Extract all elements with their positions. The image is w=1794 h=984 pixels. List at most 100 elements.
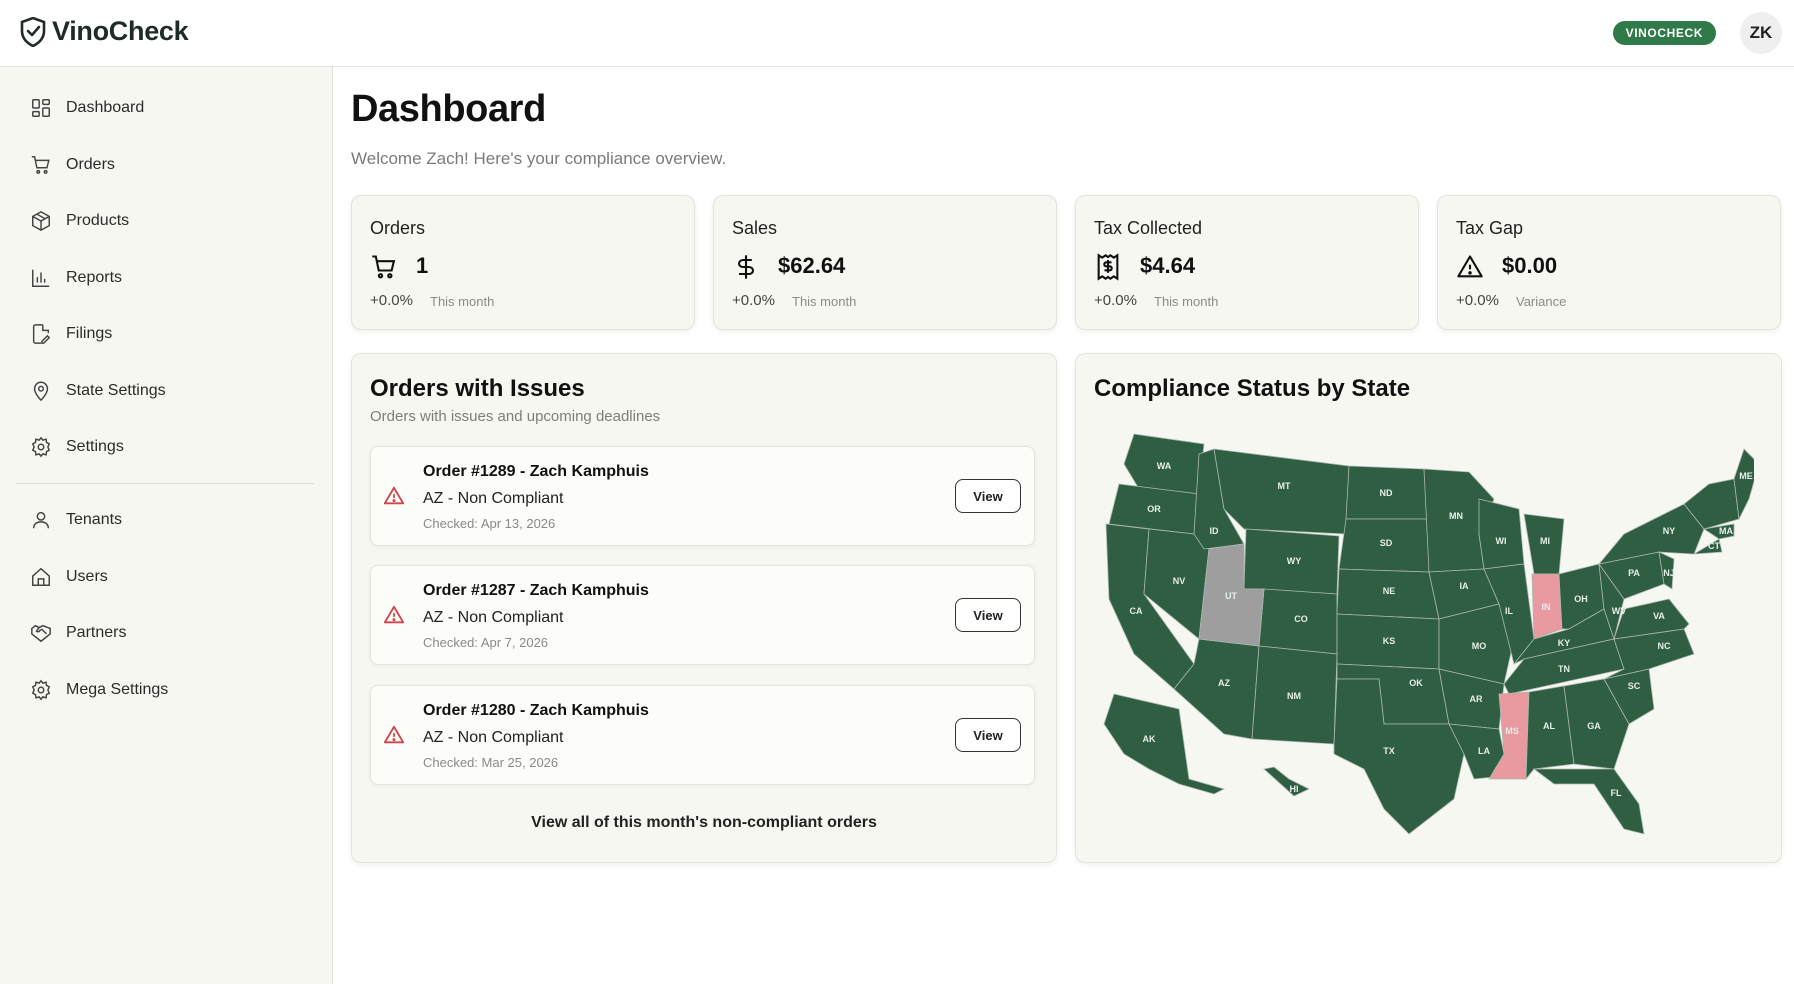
tenant-badge[interactable]: VINOCHECK [1612, 21, 1716, 45]
us-compliance-map[interactable]: WA OR CA NV ID MT WY UT CO AZ NM ND SD N… [1094, 424, 1754, 844]
brand[interactable]: VinoCheck [20, 16, 189, 47]
state-al [1525, 685, 1575, 781]
label-ar: AR [1470, 694, 1483, 704]
cart-icon [31, 156, 50, 174]
sidebar-item-label: Tenants [66, 511, 123, 528]
warning-icon [383, 486, 405, 505]
issue-order-card: Order #1289 - Zach Kamphuis AZ - Non Com… [370, 446, 1035, 546]
stat-card-tax-collected[interactable]: Tax Collected $4.64 +0.0% This month [1075, 195, 1419, 330]
label-ak: AK [1143, 734, 1156, 744]
view-order-button[interactable]: View [955, 718, 1021, 752]
sidebar-item-label: State Settings [66, 382, 166, 399]
label-az: AZ [1218, 678, 1230, 688]
label-ny: NY [1663, 526, 1676, 536]
label-me: ME [1739, 471, 1753, 481]
warning-icon [1457, 255, 1483, 278]
label-la: LA [1478, 746, 1490, 756]
order-status: AZ - Non Compliant [423, 729, 564, 746]
label-pa: PA [1628, 568, 1640, 578]
sidebar-item-partners[interactable]: Partners [30, 622, 126, 644]
label-mo: MO [1472, 641, 1487, 651]
map-pin-icon [33, 381, 49, 402]
label-sd: SD [1380, 538, 1393, 548]
label-ut: UT [1225, 591, 1237, 601]
stat-label: Sales [732, 218, 778, 238]
handshake-icon [31, 624, 51, 643]
state-mt [1213, 448, 1350, 535]
view-all-noncompliant-link[interactable]: View all of this month's non-compliant o… [531, 814, 877, 831]
cart-icon [372, 255, 396, 279]
stat-note: This month [1154, 294, 1219, 309]
stat-value: $4.64 [1140, 253, 1196, 278]
label-mt: MT [1278, 481, 1291, 491]
sidebar-item-settings[interactable]: Settings [30, 436, 124, 458]
stat-note: This month [430, 294, 495, 309]
label-hi: HI [1290, 784, 1299, 794]
label-mn: MN [1449, 511, 1463, 521]
label-ga: GA [1587, 721, 1601, 731]
state-mo [1438, 603, 1515, 685]
sidebar-item-dashboard[interactable]: Dashboard [30, 97, 144, 119]
label-nv: NV [1173, 576, 1186, 586]
stat-change: +0.0% [1094, 292, 1137, 309]
state-wi [1478, 498, 1525, 570]
top-bar: VinoCheck VINOCHECK ZK [0, 0, 1794, 67]
stat-note: Variance [1516, 294, 1567, 309]
sidebar-item-label: Filings [66, 325, 113, 342]
panel-title: Compliance Status by State [1094, 375, 1411, 402]
sidebar-item-label: Dashboard [66, 99, 145, 116]
label-ia: IA [1460, 581, 1470, 591]
sidebar-item-reports[interactable]: Reports [30, 267, 122, 289]
label-or: OR [1147, 504, 1161, 514]
order-status: AZ - Non Compliant [423, 490, 564, 507]
app-name: VinoCheck [52, 16, 189, 46]
receipt-icon [1097, 253, 1119, 281]
gear-icon [31, 436, 51, 458]
avatar[interactable]: ZK [1740, 12, 1782, 54]
stat-card-orders[interactable]: Orders 1 +0.0% This month [351, 195, 695, 330]
stat-card-sales[interactable]: Sales $62.64 +0.0% This month [713, 195, 1057, 330]
sidebar-item-tenants[interactable]: Tenants [30, 509, 122, 531]
view-order-button[interactable]: View [955, 598, 1021, 632]
sidebar-item-filings[interactable]: Filings [30, 323, 112, 345]
label-ne: NE [1383, 586, 1396, 596]
stat-label: Tax Gap [1456, 218, 1524, 238]
state-tx [1333, 678, 1465, 835]
orders-with-issues-panel: Orders with Issues Orders with issues an… [351, 353, 1057, 863]
stat-card-tax-gap[interactable]: Tax Gap $0.00 +0.0% Variance [1437, 195, 1781, 330]
panel-title: Orders with Issues [370, 375, 585, 402]
sidebar-item-products[interactable]: Products [30, 210, 129, 232]
label-tx: TX [1383, 746, 1395, 756]
label-sc: SC [1628, 681, 1641, 691]
order-title: Order #1289 - Zach Kamphuis [423, 463, 649, 480]
sidebar-item-label: Partners [66, 624, 127, 641]
sidebar-item-state-settings[interactable]: State Settings [30, 380, 166, 402]
label-ct: CT [1708, 541, 1720, 551]
state-fl [1532, 768, 1645, 835]
order-title: Order #1287 - Zach Kamphuis [423, 582, 649, 599]
label-nj: NJ [1663, 568, 1675, 578]
order-checked-date: Checked: Apr 13, 2026 [423, 516, 556, 531]
order-status: AZ - Non Compliant [423, 609, 564, 626]
stat-value: $62.64 [778, 253, 846, 278]
stat-change: +0.0% [1456, 292, 1499, 309]
sidebar-item-orders[interactable]: Orders [30, 154, 115, 176]
sidebar-item-label: Products [66, 212, 130, 229]
stat-note: This month [792, 294, 857, 309]
view-order-button[interactable]: View [955, 479, 1021, 513]
state-me [1733, 448, 1754, 521]
label-ma: MA [1719, 526, 1733, 536]
state-va [1613, 598, 1690, 640]
label-nd: ND [1380, 488, 1393, 498]
state-hi [1263, 766, 1310, 797]
page-title: Dashboard [351, 88, 546, 130]
sidebar-item-label: Users [66, 568, 108, 585]
label-ks: KS [1383, 636, 1396, 646]
label-ca: CA [1130, 606, 1143, 616]
logo-shield-icon [20, 16, 46, 47]
label-al: AL [1543, 721, 1555, 731]
sidebar-item-mega-settings[interactable]: Mega Settings [30, 679, 168, 701]
label-wa: WA [1157, 461, 1172, 471]
sidebar-item-users[interactable]: Users [30, 566, 108, 588]
dollar-icon [737, 255, 755, 279]
